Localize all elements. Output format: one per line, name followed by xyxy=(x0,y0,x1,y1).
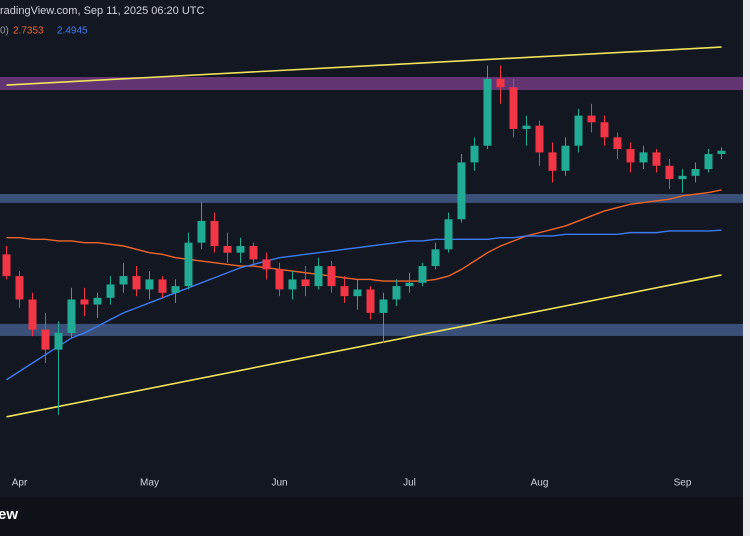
candle-body xyxy=(600,122,609,138)
candle-body xyxy=(717,150,726,155)
zone xyxy=(0,76,743,91)
candle-body xyxy=(158,279,167,293)
candle-body xyxy=(418,266,427,283)
trendline xyxy=(6,274,722,418)
candle-body xyxy=(184,242,193,287)
candle-body xyxy=(405,282,414,287)
candle-body xyxy=(587,115,596,123)
candle-body xyxy=(80,299,89,305)
candle-body xyxy=(691,169,700,176)
edge-strip xyxy=(743,0,750,536)
bottom-bar xyxy=(0,497,750,536)
candle-body xyxy=(288,279,297,290)
candle-body xyxy=(93,297,102,305)
x-tick-label: Aug xyxy=(531,478,549,489)
zone xyxy=(0,323,743,336)
candle-body xyxy=(561,145,570,171)
candle-body xyxy=(379,299,388,313)
candle-body xyxy=(574,115,583,146)
candle-body xyxy=(106,284,115,298)
candle-body xyxy=(119,276,128,285)
candle-body xyxy=(15,276,24,300)
candle-body xyxy=(457,162,466,220)
legend-prefix: 0) xyxy=(0,26,9,37)
header: radingView.com, Sep 11, 2025 06:20 UTC xyxy=(0,5,204,17)
candle-body xyxy=(496,78,505,88)
moving-average xyxy=(6,229,722,381)
candle-body xyxy=(613,137,622,150)
candle-body xyxy=(301,279,310,287)
candle-body xyxy=(249,246,258,260)
candle-body xyxy=(236,246,245,253)
candle-body xyxy=(678,175,687,180)
x-tick-label: Jun xyxy=(271,478,287,489)
candle-body xyxy=(366,289,375,313)
candle-body xyxy=(353,289,362,297)
trendline xyxy=(6,46,722,86)
candle-body xyxy=(145,279,154,290)
candle-body xyxy=(67,299,76,333)
candle-body xyxy=(262,259,271,270)
candle-body xyxy=(639,152,648,163)
candle-body xyxy=(626,149,635,163)
candle-body xyxy=(522,125,531,129)
moving-average xyxy=(6,189,722,282)
candle-body xyxy=(223,246,232,253)
candle-body xyxy=(54,332,63,350)
candle-body xyxy=(314,266,323,287)
legend-value: 2.7353 xyxy=(13,26,44,37)
candle-body xyxy=(535,125,544,153)
candle-body xyxy=(470,145,479,163)
legend-value: 2.4945 xyxy=(57,26,88,37)
candle-body xyxy=(41,329,50,350)
candle-body xyxy=(431,249,440,267)
candle-body xyxy=(327,266,336,287)
candle-body xyxy=(2,254,11,277)
candle-body xyxy=(392,286,401,300)
x-tick-label: Apr xyxy=(12,478,28,489)
candle-body xyxy=(444,219,453,250)
logo: ew xyxy=(0,506,18,523)
candle-body xyxy=(483,78,492,146)
candle-body xyxy=(340,286,349,297)
candle-body xyxy=(171,286,180,293)
candle-body xyxy=(665,165,674,180)
plot-area xyxy=(0,46,743,418)
candle-body xyxy=(28,299,37,330)
candle-body xyxy=(652,152,661,166)
candle-body xyxy=(704,154,713,170)
candle-body xyxy=(548,152,557,171)
candle-body xyxy=(210,220,219,246)
x-tick-label: Jul xyxy=(403,478,416,489)
x-tick-label: Sep xyxy=(674,478,692,489)
x-tick-label: May xyxy=(140,478,159,489)
zone xyxy=(0,194,743,203)
candle-body xyxy=(275,269,284,290)
candle-body xyxy=(509,87,518,129)
candle-body xyxy=(197,220,206,243)
candle-body xyxy=(132,276,141,290)
